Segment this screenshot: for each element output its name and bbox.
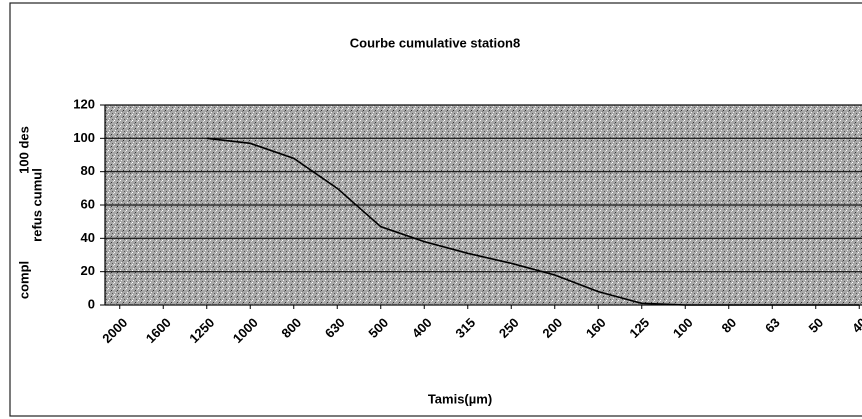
x-tick-label: 1250 bbox=[186, 315, 217, 346]
y-tick-label: 80 bbox=[81, 163, 95, 178]
y-tick-label: 120 bbox=[73, 96, 95, 111]
x-tick-label: 630 bbox=[322, 315, 348, 341]
x-tick-label: 800 bbox=[278, 315, 304, 341]
x-tick-label: 100 bbox=[670, 315, 696, 341]
x-tick-label: 63 bbox=[762, 315, 783, 336]
data-line bbox=[206, 137, 860, 306]
y-tick-label: 0 bbox=[88, 296, 95, 311]
x-tick-label: 80 bbox=[718, 315, 739, 336]
y-tick-label: 40 bbox=[81, 230, 95, 245]
x-tick-label: 2000 bbox=[99, 315, 130, 346]
y-axis-label: compl bbox=[16, 261, 31, 299]
x-tick-label: 50 bbox=[805, 315, 826, 336]
x-tick-label: 1000 bbox=[230, 315, 261, 346]
x-tick-label: 200 bbox=[539, 315, 565, 341]
x-tick-label: 400 bbox=[409, 315, 435, 341]
y-axis-label: 100 des bbox=[16, 126, 31, 174]
x-tick-label: 315 bbox=[452, 315, 478, 341]
chart-frame bbox=[9, 2, 862, 417]
x-tick-label: 500 bbox=[365, 315, 391, 341]
y-axis-label: refus cumul bbox=[29, 168, 44, 242]
y-tick-label: 100 bbox=[73, 130, 95, 145]
x-tick-label: 1600 bbox=[143, 315, 174, 346]
x-tick-label: 250 bbox=[496, 315, 522, 341]
x-tick-label: 160 bbox=[583, 315, 609, 341]
x-tick-label: 40 bbox=[849, 315, 862, 336]
chart-title: Courbe cumulative station8 bbox=[350, 35, 520, 50]
y-tick-label: 60 bbox=[81, 196, 95, 211]
y-tick-label: 20 bbox=[81, 263, 95, 278]
x-tick-label: 125 bbox=[626, 315, 652, 341]
x-axis-label: Tamis(µm) bbox=[428, 391, 492, 406]
